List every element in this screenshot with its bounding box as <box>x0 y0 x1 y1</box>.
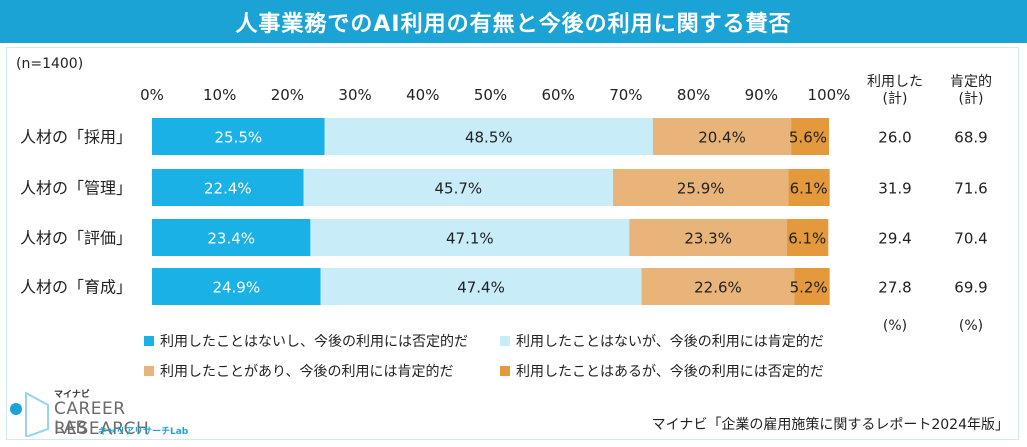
legend-swatch-3 <box>144 366 154 376</box>
x-tick-label: 90% <box>745 86 778 104</box>
x-tick-label: 70% <box>609 86 642 104</box>
data-label: 23.3% <box>684 230 732 248</box>
data-label: 22.6% <box>694 279 742 297</box>
positive-header-line1: 肯定的 <box>950 74 992 90</box>
legend-item-1: 利用したことはないし、今後の利用には否定的だ <box>144 331 468 351</box>
used-header-line1: 利用した <box>867 74 923 90</box>
legend-label-2: 利用したことはないが、今後の利用には肯定的だ <box>516 334 824 350</box>
bar-segment <box>320 268 642 305</box>
legend-item-2: 利用したことはないが、今後の利用には肯定的だ <box>500 331 824 351</box>
x-tick-label: 0% <box>140 86 164 104</box>
x-tick-label: 20% <box>271 86 304 104</box>
career-research-lab-logo: マイナビ CAREER RESEARCH LAB キャリアリサーチLab <box>8 383 208 439</box>
bar-segment <box>641 268 795 305</box>
bar-segment <box>152 268 321 305</box>
category-label: 人材の「管理」 <box>20 179 132 198</box>
bar-segment <box>794 268 830 305</box>
title-bar: 人事業務でのAI利用の有無と今後の利用に関する賛否 <box>0 0 1027 43</box>
source-note: マイナビ「企業の雇用施策に関するレポート2024年版」 <box>651 417 1009 433</box>
data-label: 25.9% <box>677 180 725 198</box>
data-label: 25.5% <box>214 129 262 147</box>
data-label: 5.6% <box>789 129 827 147</box>
chart-frame <box>6 47 1019 440</box>
bar-segment <box>791 118 829 155</box>
logo-line1: CAREER RESEARCH <box>54 399 150 439</box>
legend-label-3: 利用したことがあり、今後の利用には肯定的だ <box>160 364 454 380</box>
positive-unit: (%) <box>958 318 984 334</box>
data-label: 6.1% <box>788 230 826 248</box>
x-tick-label: 30% <box>338 86 371 104</box>
bar-segment <box>152 169 304 206</box>
x-tick-label: 100% <box>808 86 851 104</box>
x-tick-label: 80% <box>677 86 710 104</box>
used-header-line2: (計) <box>882 91 908 107</box>
legend-swatch-1 <box>144 336 154 346</box>
used-unit: (%) <box>882 318 908 334</box>
positive-total-header: 肯定的 (計) <box>936 74 1006 108</box>
data-label: 5.2% <box>790 279 828 297</box>
x-tick-label: 10% <box>203 86 236 104</box>
data-label: 20.4% <box>698 129 746 147</box>
bar-segment <box>629 219 788 256</box>
positive-total-value: 71.6 <box>954 180 987 198</box>
used-total-value: 27.8 <box>878 279 911 297</box>
positive-header-line2: (計) <box>958 91 984 107</box>
positive-total-value: 69.9 <box>954 279 987 297</box>
data-label: 22.4% <box>204 180 252 198</box>
data-label: 24.9% <box>212 279 260 297</box>
logo-kana: キャリアリサーチLab <box>98 427 189 437</box>
bar-segment <box>652 118 792 155</box>
data-label: 45.7% <box>435 180 483 198</box>
category-label: 人材の「採用」 <box>20 128 132 147</box>
data-label: 23.4% <box>207 230 255 248</box>
legend-item-4: 利用したことはあるが、今後の利用には否定的だ <box>500 361 824 381</box>
positive-total-value: 70.4 <box>954 230 987 248</box>
bar-segment <box>152 219 311 256</box>
legend-swatch-4 <box>500 366 510 376</box>
used-total-header: 利用した (計) <box>860 74 930 108</box>
used-total-value: 29.4 <box>878 230 911 248</box>
bar-segment <box>788 169 830 206</box>
data-label: 6.1% <box>790 180 828 198</box>
logo-line2: LAB <box>54 418 88 438</box>
data-label: 47.4% <box>457 279 505 297</box>
bar-segment <box>613 169 789 206</box>
category-label: 人材の「評価」 <box>20 229 132 248</box>
bar-segment <box>152 118 325 155</box>
legend-label-4: 利用したことはあるが、今後の利用には否定的だ <box>516 364 824 380</box>
logo-mark-icon <box>10 391 49 437</box>
positive-total-value: 68.9 <box>954 129 987 147</box>
bar-segment <box>324 118 653 155</box>
logo-small-text: マイナビ <box>54 390 90 400</box>
bar-segment <box>787 219 829 256</box>
data-label: 48.5% <box>465 129 513 147</box>
used-total-value: 26.0 <box>878 129 911 147</box>
data-label: 47.1% <box>446 230 494 248</box>
bar-segment <box>310 219 630 256</box>
bar-segment <box>303 169 614 206</box>
sample-size: (n=1400) <box>16 56 84 72</box>
legend-swatch-2 <box>500 336 510 346</box>
used-total-value: 31.9 <box>878 180 911 198</box>
x-tick-label: 50% <box>474 86 507 104</box>
x-tick-label: 40% <box>406 86 439 104</box>
chart-title: 人事業務でのAI利用の有無と今後の利用に関する賛否 <box>235 11 792 37</box>
legend-item-3: 利用したことがあり、今後の利用には肯定的だ <box>144 361 453 381</box>
x-tick-label: 60% <box>542 86 575 104</box>
legend-label-1: 利用したことはないし、今後の利用には否定的だ <box>160 334 468 350</box>
category-label: 人材の「育成」 <box>20 278 132 297</box>
